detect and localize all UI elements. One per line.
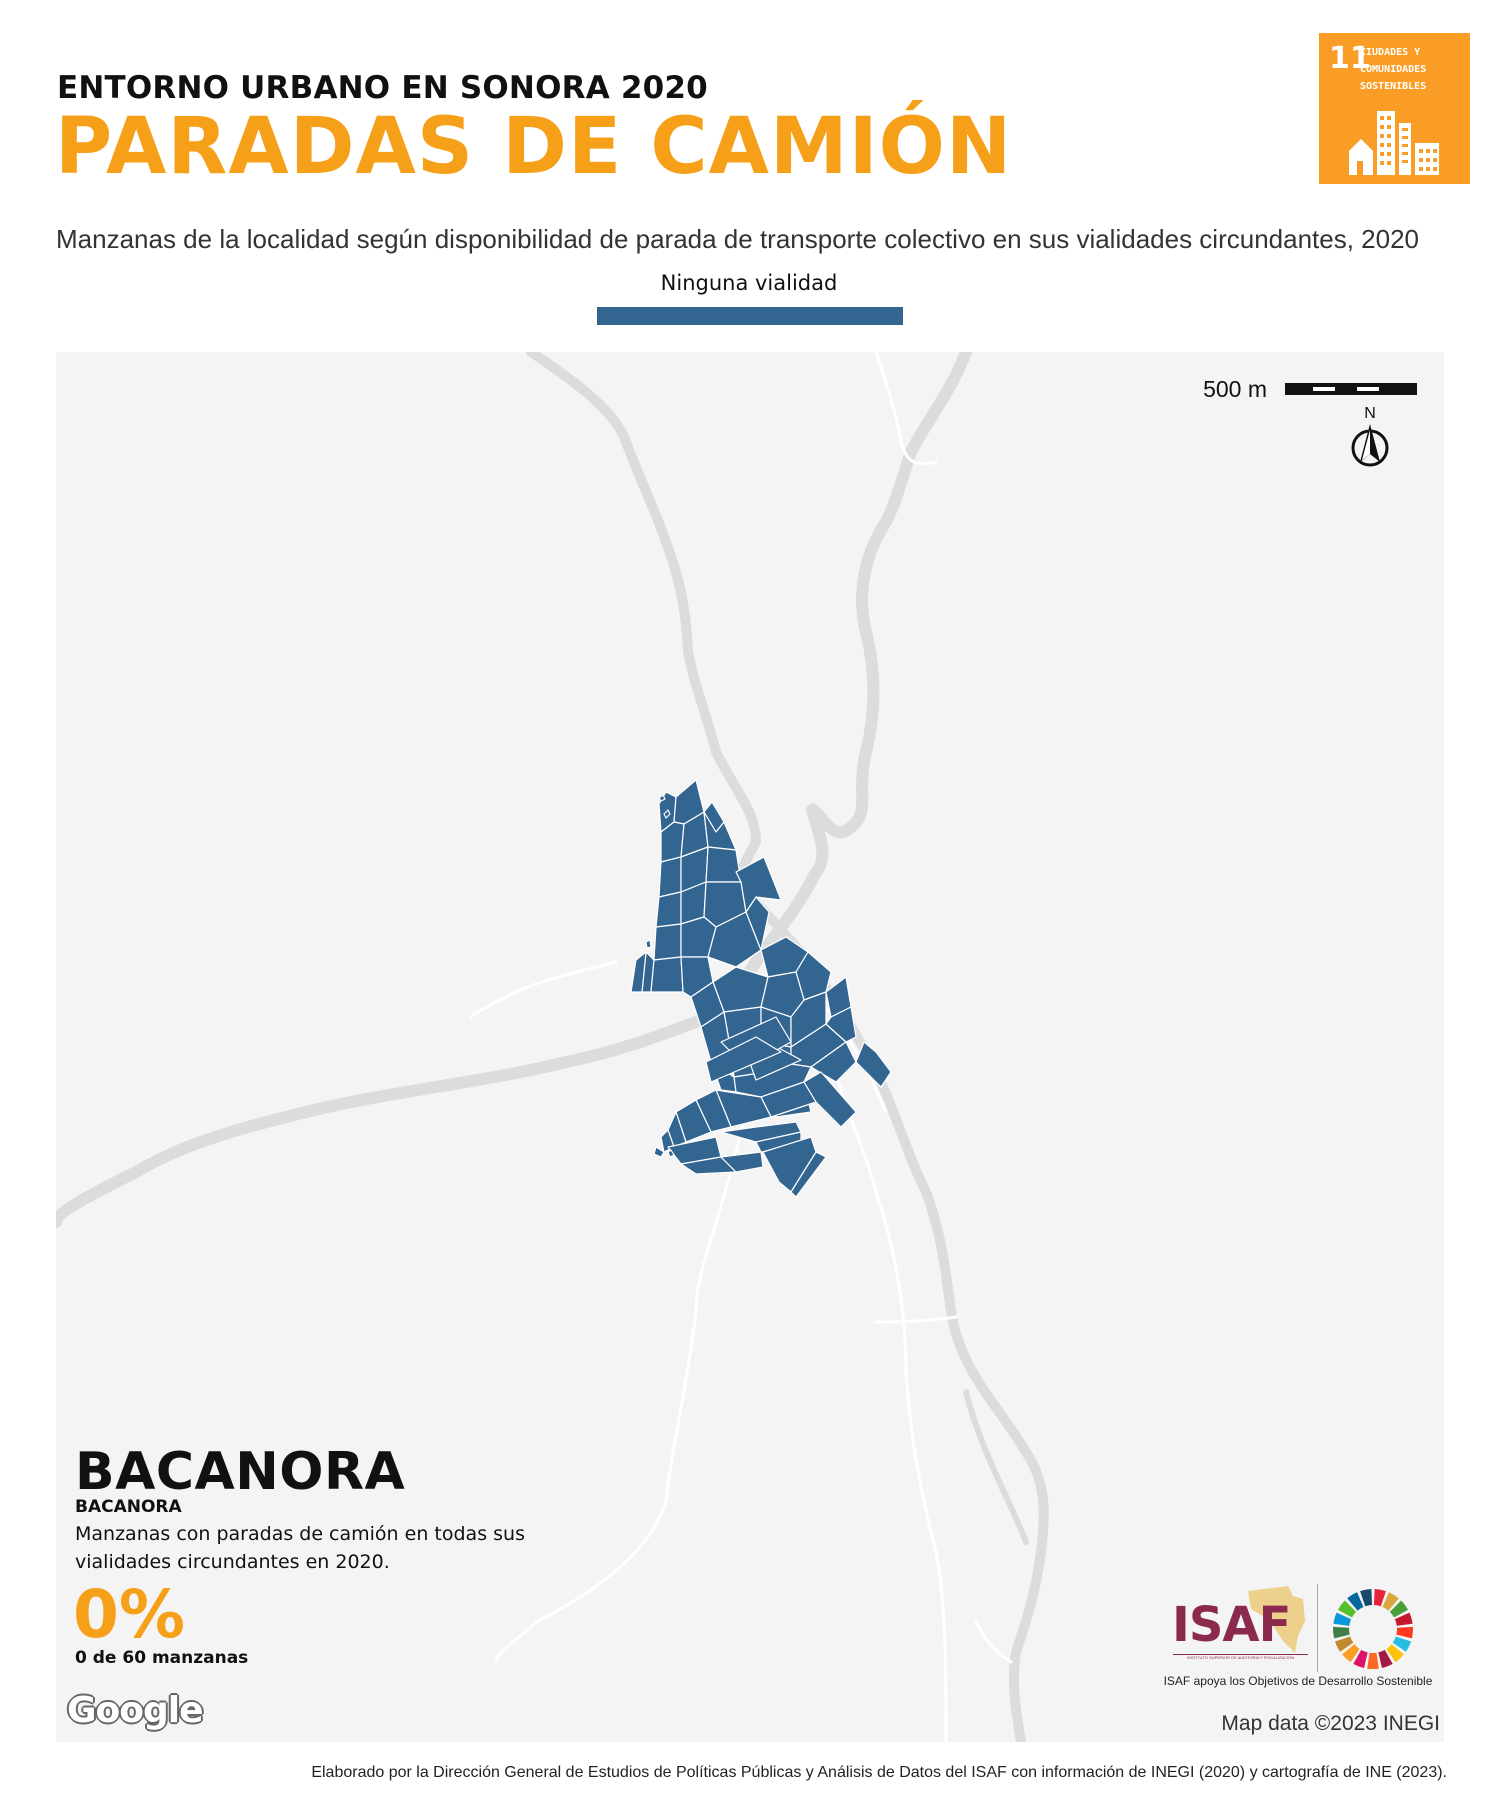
sdg-wheel-segment bbox=[1378, 1649, 1393, 1668]
city-block bbox=[650, 956, 684, 993]
city-block bbox=[658, 856, 682, 898]
road bbox=[874, 352, 938, 466]
map-attribution: Map data ©2023 INEGI bbox=[1221, 1712, 1440, 1735]
sdg-label-line: SOSTENIBLES bbox=[1360, 81, 1427, 92]
city-block bbox=[707, 911, 762, 968]
legend-label: Ninguna vialidad bbox=[660, 271, 838, 295]
road bbox=[469, 960, 618, 1019]
page-subtitle: Manzanas de la localidad según disponibi… bbox=[56, 224, 1420, 254]
city-block bbox=[810, 1041, 857, 1083]
city-block bbox=[653, 923, 682, 961]
sdg-wheel-segment bbox=[1367, 1652, 1379, 1669]
scale-label: 500 m bbox=[1203, 376, 1267, 402]
road bbox=[834, 1070, 948, 1742]
sdg-wheel-segment bbox=[1396, 1626, 1413, 1639]
river bbox=[56, 352, 972, 1228]
city-buildings-icon bbox=[1349, 111, 1439, 175]
city-block bbox=[663, 809, 671, 819]
sdg-wheel-icon bbox=[1333, 1589, 1413, 1669]
city-block bbox=[720, 1151, 764, 1173]
north-arrow-icon bbox=[1351, 424, 1389, 467]
city-block bbox=[658, 794, 666, 802]
partner-logos: ISAF INSTITUTO SUPERIOR DE AUDITORÍA Y F… bbox=[1153, 1579, 1443, 1689]
sonora-map-icon bbox=[1248, 1586, 1305, 1653]
sdg-wheel-segment bbox=[1334, 1636, 1354, 1652]
city-block bbox=[667, 1149, 675, 1158]
sdg-wheel-segment bbox=[1333, 1612, 1352, 1626]
isaf-fullname: INSTITUTO SUPERIOR DE AUDITORÍA Y FISCAL… bbox=[1173, 1654, 1308, 1660]
page-title: PARADAS DE CAMIÓN bbox=[55, 102, 1013, 192]
city-block bbox=[630, 951, 647, 993]
city-blocks bbox=[630, 779, 892, 1198]
river bbox=[963, 1389, 1029, 1545]
locality-name: BACANORA bbox=[75, 1442, 406, 1502]
city-block bbox=[855, 1041, 892, 1088]
north-label: N bbox=[1364, 405, 1376, 422]
stat-count: 0 de 60 manzanas bbox=[75, 1648, 249, 1668]
sdg-number: 11 bbox=[1329, 41, 1371, 76]
map-canvas[interactable] bbox=[56, 352, 1444, 1742]
sdg-wheel-segment bbox=[1333, 1626, 1350, 1639]
sdg-wheel-segment bbox=[1392, 1636, 1412, 1652]
city-block bbox=[790, 1151, 827, 1198]
sdg-wheel-segment bbox=[1382, 1592, 1399, 1611]
city-block bbox=[825, 1006, 857, 1043]
city-block bbox=[720, 1121, 802, 1143]
stat-description: Manzanas con paradas de camión en todas … bbox=[75, 1523, 525, 1573]
legend-swatch bbox=[597, 307, 903, 325]
supertitle: ENTORNO URBANO EN SONORA 2020 bbox=[57, 70, 708, 106]
sdg-wheel-segment bbox=[1373, 1589, 1386, 1607]
city-block bbox=[703, 811, 737, 851]
scale-bar bbox=[1285, 383, 1417, 395]
sdg-label-line: COMUNIDADES bbox=[1360, 64, 1427, 75]
city-block bbox=[655, 891, 682, 928]
road bbox=[494, 1030, 778, 1664]
map-view[interactable]: 500 m N BACANORA BACANORA Manzanas con p… bbox=[56, 352, 1444, 1742]
stat-value: 0% bbox=[73, 1576, 186, 1653]
city-block bbox=[735, 856, 782, 913]
city-block bbox=[705, 846, 742, 883]
city-block bbox=[803, 1071, 857, 1128]
google-logo: Google bbox=[67, 1690, 204, 1731]
sdg-wheel-segment bbox=[1347, 1592, 1364, 1611]
sdg-wheel-segment bbox=[1342, 1644, 1360, 1663]
sdg-11-badge: 11 CIUDADES Y COMUNIDADES SOSTENIBLES bbox=[1319, 33, 1470, 184]
city-block bbox=[645, 939, 652, 949]
sdg-wheel-segment bbox=[1386, 1644, 1404, 1663]
isaf-logo: ISAF bbox=[1172, 1597, 1291, 1653]
sdg-wheel-segment bbox=[1353, 1649, 1368, 1668]
sdg-wheel-segment bbox=[1337, 1600, 1357, 1618]
sdg-wheel-segment bbox=[1394, 1612, 1413, 1626]
logo-divider bbox=[1317, 1584, 1318, 1672]
road bbox=[874, 1315, 958, 1324]
sdg-label: CIUDADES Y COMUNIDADES SOSTENIBLES bbox=[1360, 44, 1460, 95]
sdg-label-line: CIUDADES Y bbox=[1360, 47, 1421, 58]
locality-subname: BACANORA bbox=[75, 1497, 182, 1517]
city-block bbox=[653, 1146, 665, 1158]
sdg-wheel-segment bbox=[1389, 1600, 1409, 1618]
sdg-wheel-segment bbox=[1360, 1589, 1373, 1607]
logos-caption: ISAF apoya los Objetivos de Desarrollo S… bbox=[1163, 1674, 1433, 1688]
footer-credit: Elaborado por la Dirección General de Es… bbox=[311, 1764, 1447, 1781]
road bbox=[974, 1620, 1013, 1664]
city-block bbox=[705, 1036, 782, 1083]
north-arrow: N bbox=[1350, 406, 1390, 473]
